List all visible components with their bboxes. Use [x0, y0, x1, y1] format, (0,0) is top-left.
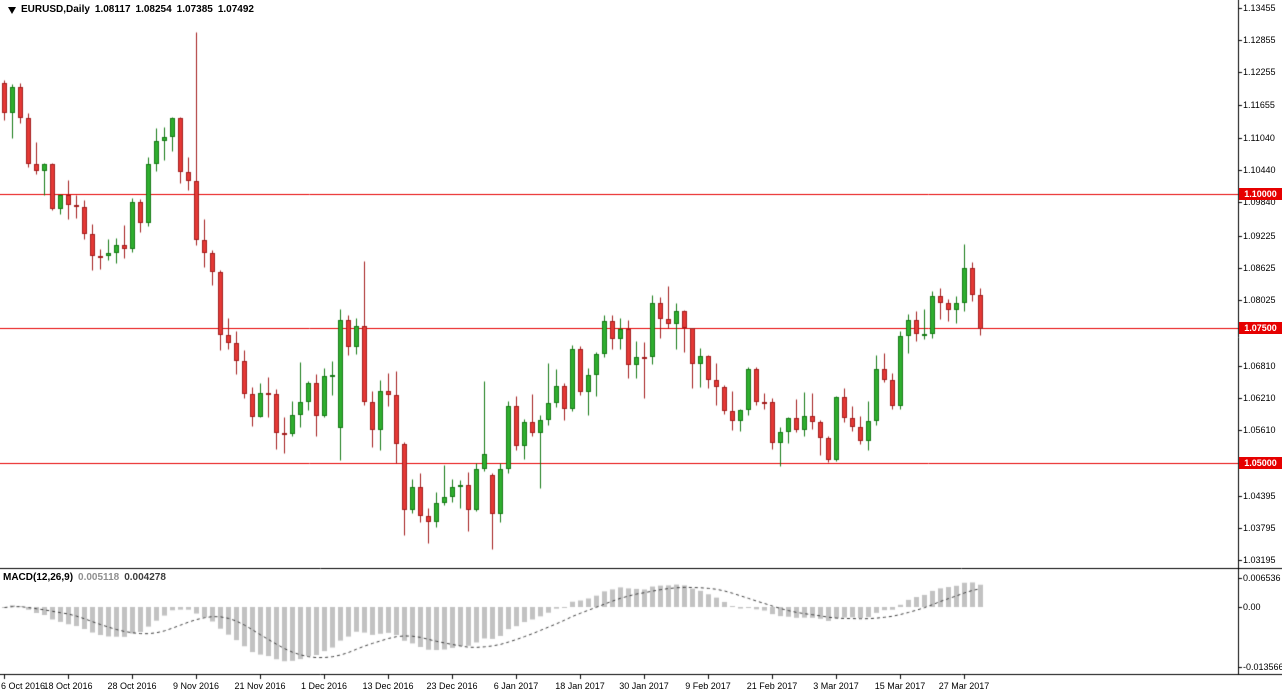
price-axis-label: 1.13455 — [1243, 2, 1276, 13]
macd-signal-value: 0.004278 — [124, 572, 166, 583]
time-axis-label: 6 Jan 2017 — [493, 681, 539, 691]
price-axis-label: 1.12255 — [1243, 67, 1276, 78]
time-axis-label: 15 Mar 2017 — [874, 681, 926, 691]
price-axis-label: 1.12855 — [1243, 35, 1276, 46]
price-axis-label: 1.06210 — [1243, 392, 1276, 403]
time-axis-label: 9 Feb 2017 — [685, 681, 731, 691]
time-axis-label: 18 Jan 2017 — [555, 681, 605, 691]
time-axis-label: 21 Feb 2017 — [746, 681, 798, 691]
price-axis-label: 1.08625 — [1243, 262, 1276, 273]
price-axis-label: 1.09840 — [1243, 197, 1276, 208]
symbol-quote: EURUSD,Daily 1.08117 1.08254 1.07385 1.07492 — [21, 4, 259, 15]
price-axis-label: 1.05610 — [1243, 425, 1276, 436]
time-axis-label: 1 Dec 2016 — [300, 681, 348, 691]
quote-open: 1.08117 — [94, 4, 131, 15]
price-level-badge: 1.10000 — [1239, 187, 1282, 200]
quote-high: 1.08254 — [135, 4, 172, 15]
time-axis-label: 27 Mar 2017 — [938, 681, 990, 691]
time-axis-label: 3 Mar 2017 — [813, 681, 859, 691]
time-axis-label: 21 Nov 2016 — [234, 681, 286, 691]
macd-axis-label: 0.00 — [1243, 602, 1261, 613]
macd-axis-label: 0.006536 — [1243, 573, 1281, 584]
time-axis-label: 18 Oct 2016 — [43, 681, 93, 691]
price-axis-label: 1.11040 — [1243, 132, 1275, 143]
time-axis-label: 9 Nov 2016 — [172, 681, 220, 691]
time-axis-label: 13 Dec 2016 — [362, 681, 414, 691]
time-axis-label: 23 Dec 2016 — [426, 681, 478, 691]
price-axis-label: 1.09225 — [1243, 230, 1276, 241]
price-axis-label: 1.04395 — [1243, 490, 1276, 501]
price-axis-label: 1.03795 — [1243, 522, 1276, 533]
price-axis-label: 1.11655 — [1243, 99, 1275, 110]
macd-title: MACD(12,26,9) — [3, 572, 74, 583]
macd-axis-label: -0.013566 — [1243, 662, 1282, 673]
price-level-badge: 1.05000 — [1239, 457, 1282, 469]
macd-indicator-label: MACD(12,26,9) 0.005118 0.004278 — [3, 572, 166, 583]
price-axis-label: 1.10440 — [1243, 165, 1276, 176]
symbol-marker-icon — [8, 7, 16, 14]
price-axis-label: 1.06810 — [1243, 360, 1276, 371]
price-axis-label: 1.08025 — [1243, 295, 1276, 306]
macd-main-value: 0.005118 — [78, 572, 120, 583]
time-axis-label: 28 Oct 2016 — [107, 681, 157, 691]
price-axis-label: 1.03195 — [1243, 555, 1276, 566]
symbol-timeframe-label: EURUSD,Daily — [21, 4, 90, 15]
quote-close: 1.07492 — [217, 4, 254, 15]
time-axis-label: 6 Oct 2016 — [1, 681, 46, 691]
quote-low: 1.07385 — [176, 4, 213, 15]
time-axis-label: 30 Jan 2017 — [619, 681, 669, 691]
price-level-badge: 1.07500 — [1239, 322, 1282, 335]
